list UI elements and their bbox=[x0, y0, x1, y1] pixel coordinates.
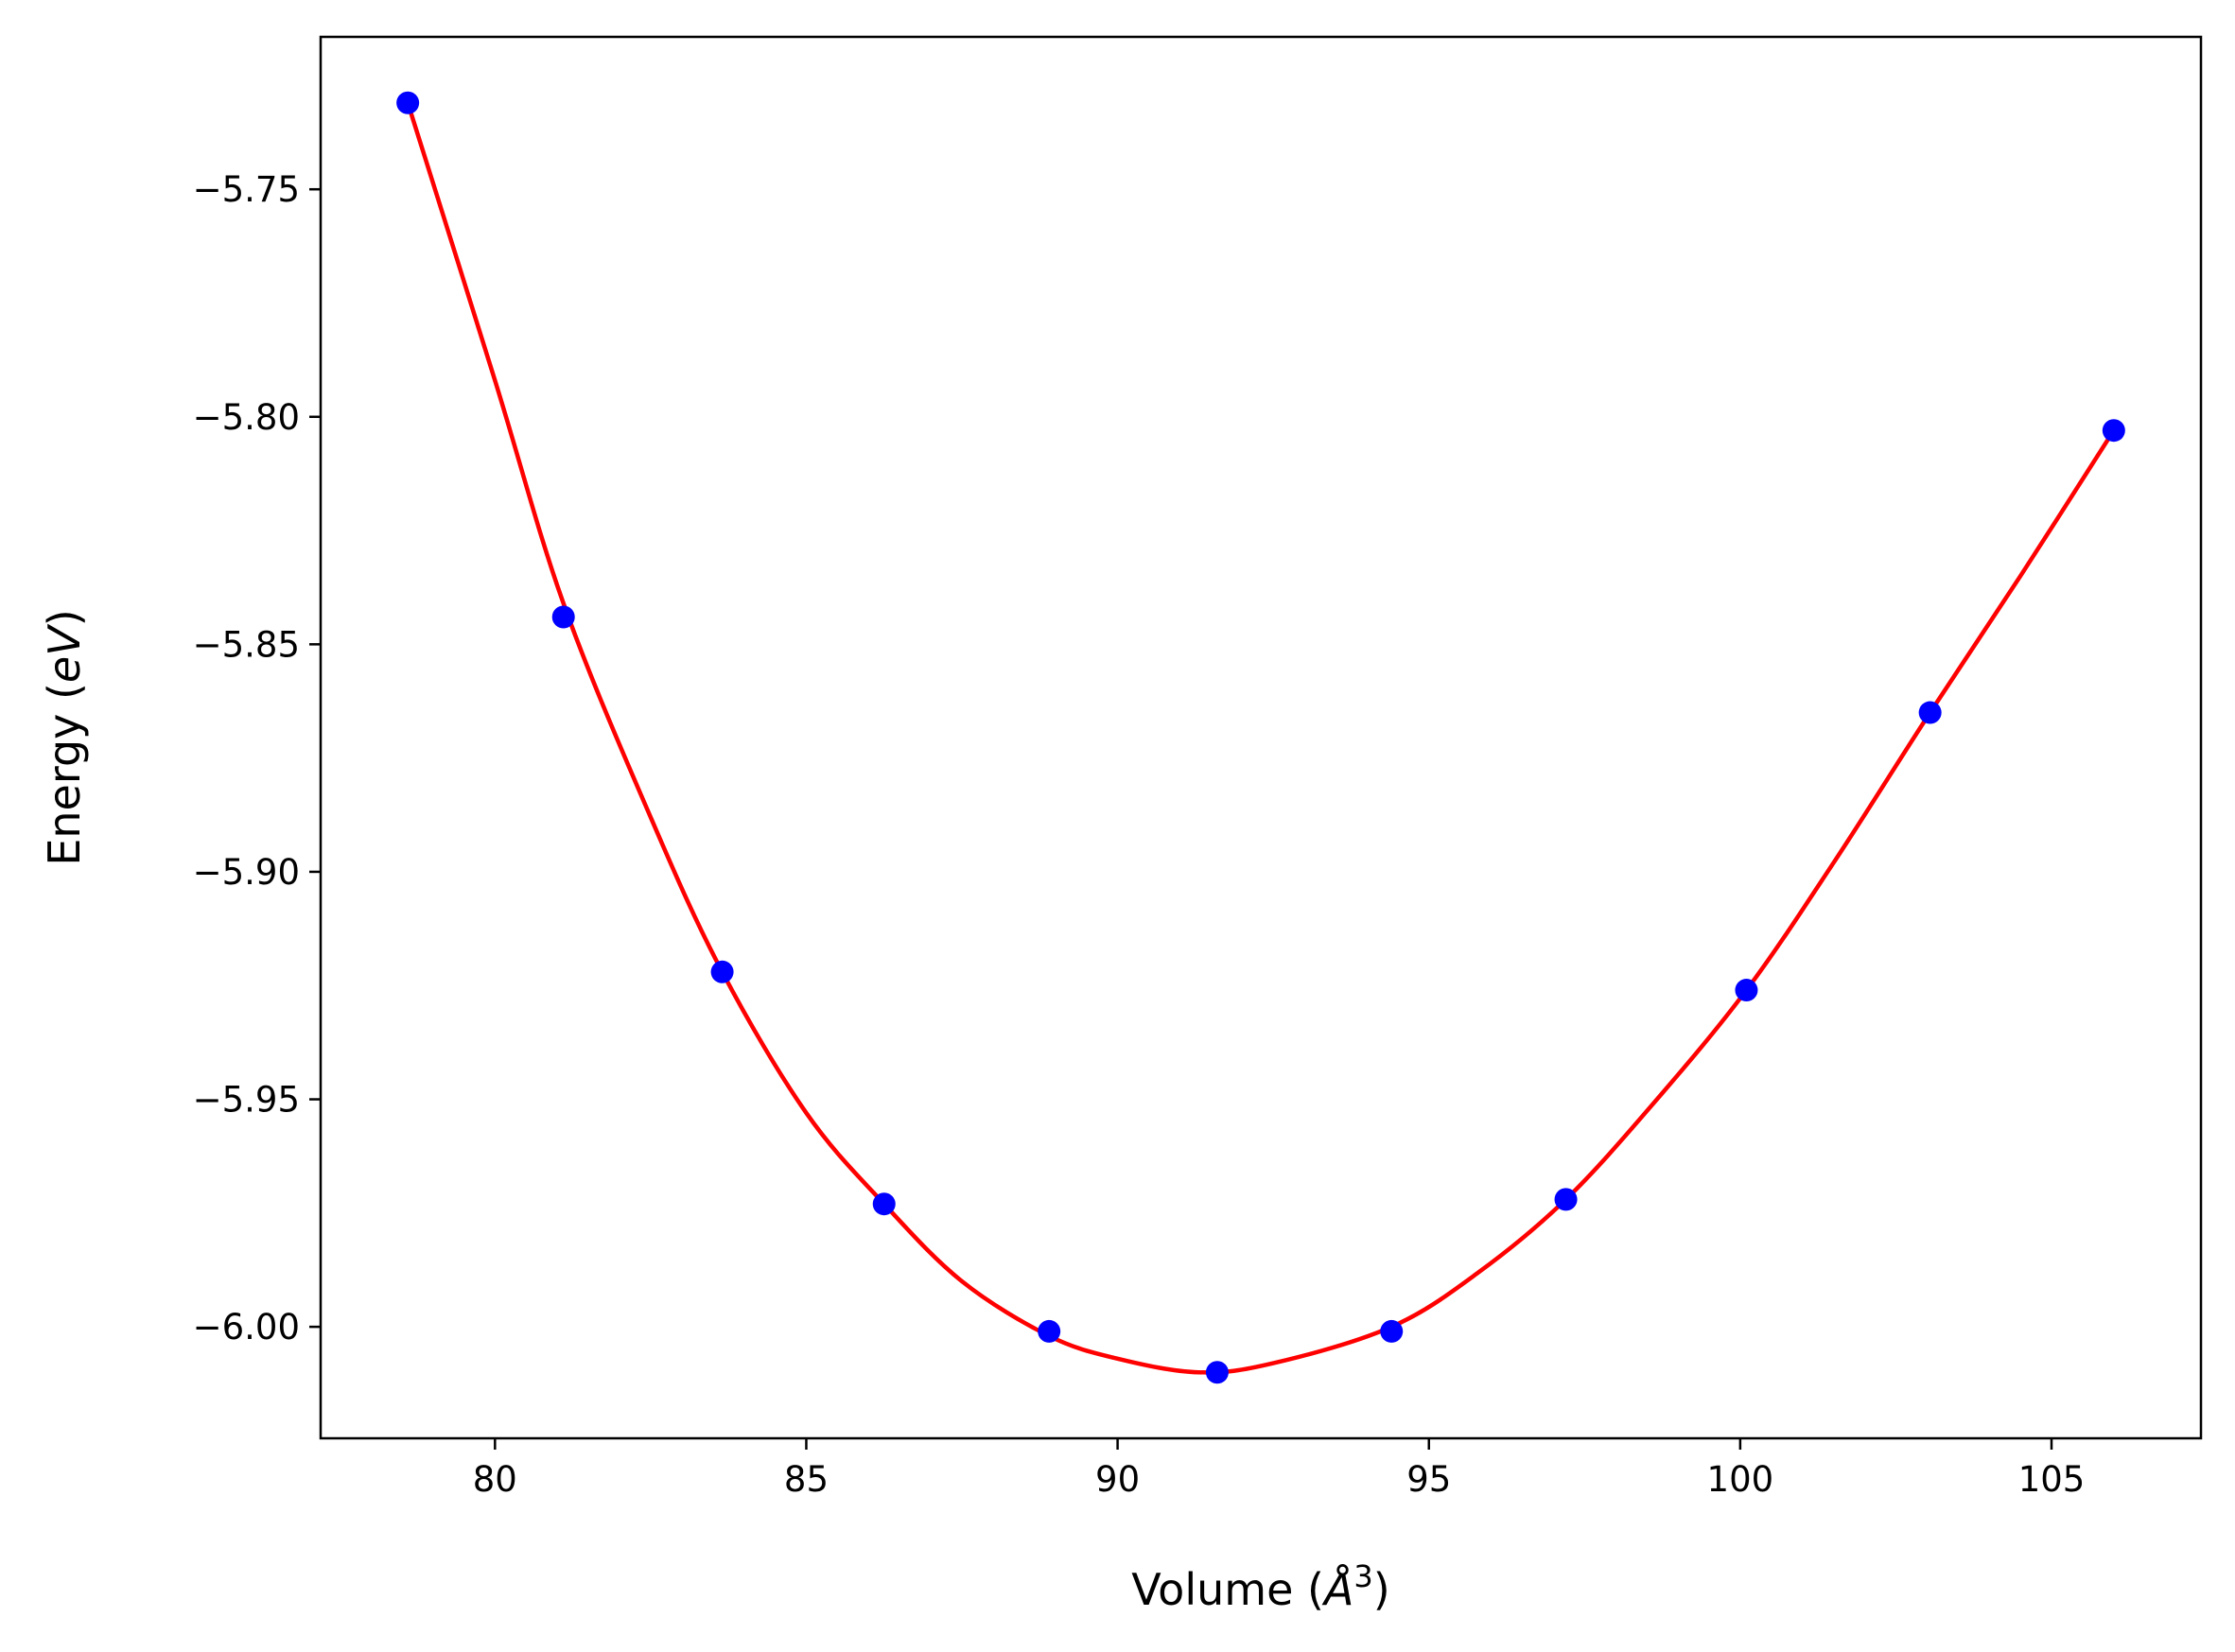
data-point bbox=[1918, 701, 1942, 724]
data-point bbox=[1735, 979, 1758, 1002]
x-axis-title: Volume (Å3) bbox=[1131, 1558, 1389, 1615]
x-tick-label: 100 bbox=[1707, 1459, 1774, 1500]
plot-layer bbox=[396, 91, 2125, 1384]
data-point bbox=[1554, 1188, 1578, 1211]
data-point bbox=[1205, 1361, 1229, 1384]
y-axis-title: Energy (eV) bbox=[39, 609, 90, 865]
x-tick-label: 85 bbox=[784, 1459, 829, 1500]
x-axis: 80 85 90 95 100 105 bbox=[473, 1438, 2086, 1500]
x-tick-label: 105 bbox=[2018, 1459, 2086, 1500]
data-point bbox=[1380, 1319, 1404, 1343]
y-tick-label: −5.85 bbox=[193, 624, 300, 665]
y-tick-label: −6.00 bbox=[193, 1307, 300, 1348]
data-point bbox=[710, 960, 734, 983]
data-point bbox=[872, 1192, 896, 1216]
y-tick-label: −5.95 bbox=[193, 1080, 300, 1121]
y-tick-label: −5.75 bbox=[193, 169, 300, 210]
data-point bbox=[396, 91, 420, 114]
x-tick-label: 90 bbox=[1095, 1459, 1140, 1500]
y-axis: −5.75 −5.80 −5.85 −5.90 −5.95 −6.00 bbox=[193, 169, 321, 1348]
data-point bbox=[551, 605, 575, 629]
x-tick-label: 80 bbox=[473, 1459, 517, 1500]
y-tick-label: −5.80 bbox=[193, 397, 300, 438]
plot-frame bbox=[319, 35, 2203, 1440]
data-point bbox=[1038, 1319, 1061, 1343]
x-tick-label: 95 bbox=[1406, 1459, 1451, 1500]
data-point bbox=[2102, 419, 2125, 443]
fit-curve bbox=[406, 102, 2116, 1375]
y-tick-label: −5.90 bbox=[193, 852, 300, 893]
